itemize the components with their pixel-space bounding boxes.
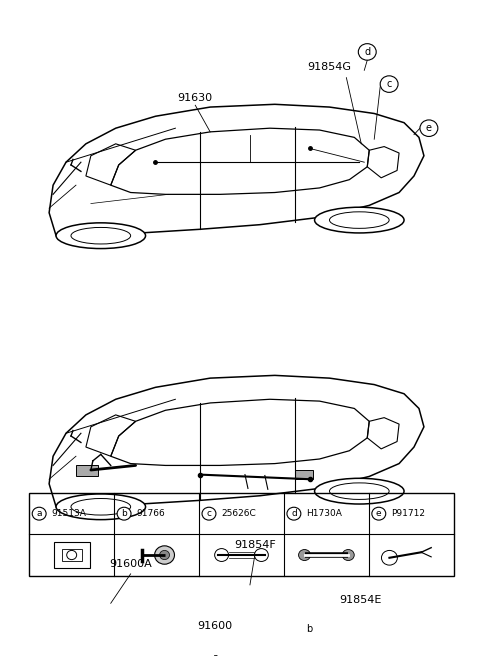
Text: d: d bbox=[364, 47, 371, 57]
Ellipse shape bbox=[314, 478, 404, 504]
Text: 91854E: 91854E bbox=[339, 595, 382, 605]
Text: H1730A: H1730A bbox=[306, 509, 342, 518]
Bar bbox=[76, 465, 98, 476]
Text: 91854F: 91854F bbox=[234, 540, 276, 550]
Circle shape bbox=[358, 44, 376, 60]
Circle shape bbox=[32, 507, 46, 520]
Ellipse shape bbox=[56, 494, 145, 520]
Bar bbox=[54, 542, 90, 568]
Text: a: a bbox=[36, 509, 42, 518]
Text: a: a bbox=[212, 653, 218, 656]
Bar bbox=[29, 493, 454, 576]
Text: c: c bbox=[206, 509, 212, 518]
Text: e: e bbox=[376, 509, 382, 518]
Circle shape bbox=[300, 621, 319, 637]
Text: b: b bbox=[306, 624, 312, 634]
Circle shape bbox=[206, 650, 224, 656]
Text: b: b bbox=[121, 509, 127, 518]
Circle shape bbox=[287, 507, 301, 520]
Ellipse shape bbox=[56, 223, 145, 249]
Text: c: c bbox=[386, 79, 392, 89]
Circle shape bbox=[299, 550, 311, 560]
Text: e: e bbox=[426, 123, 432, 133]
Bar bbox=[295, 470, 312, 480]
Circle shape bbox=[117, 507, 131, 520]
Ellipse shape bbox=[314, 207, 404, 233]
Text: 91630: 91630 bbox=[178, 92, 213, 102]
Text: 91600: 91600 bbox=[198, 621, 233, 631]
Circle shape bbox=[159, 550, 169, 560]
Text: 25626C: 25626C bbox=[221, 509, 256, 518]
Circle shape bbox=[372, 507, 386, 520]
Circle shape bbox=[380, 76, 398, 92]
Text: 91513A: 91513A bbox=[51, 509, 86, 518]
Circle shape bbox=[420, 120, 438, 136]
Text: 91600A: 91600A bbox=[109, 558, 152, 569]
Bar bbox=[62, 548, 82, 562]
Circle shape bbox=[202, 507, 216, 520]
Circle shape bbox=[155, 546, 175, 564]
Text: P91712: P91712 bbox=[391, 509, 425, 518]
Text: d: d bbox=[291, 509, 297, 518]
Circle shape bbox=[342, 550, 354, 560]
Text: 91854G: 91854G bbox=[308, 62, 351, 72]
Text: 91766: 91766 bbox=[136, 509, 165, 518]
